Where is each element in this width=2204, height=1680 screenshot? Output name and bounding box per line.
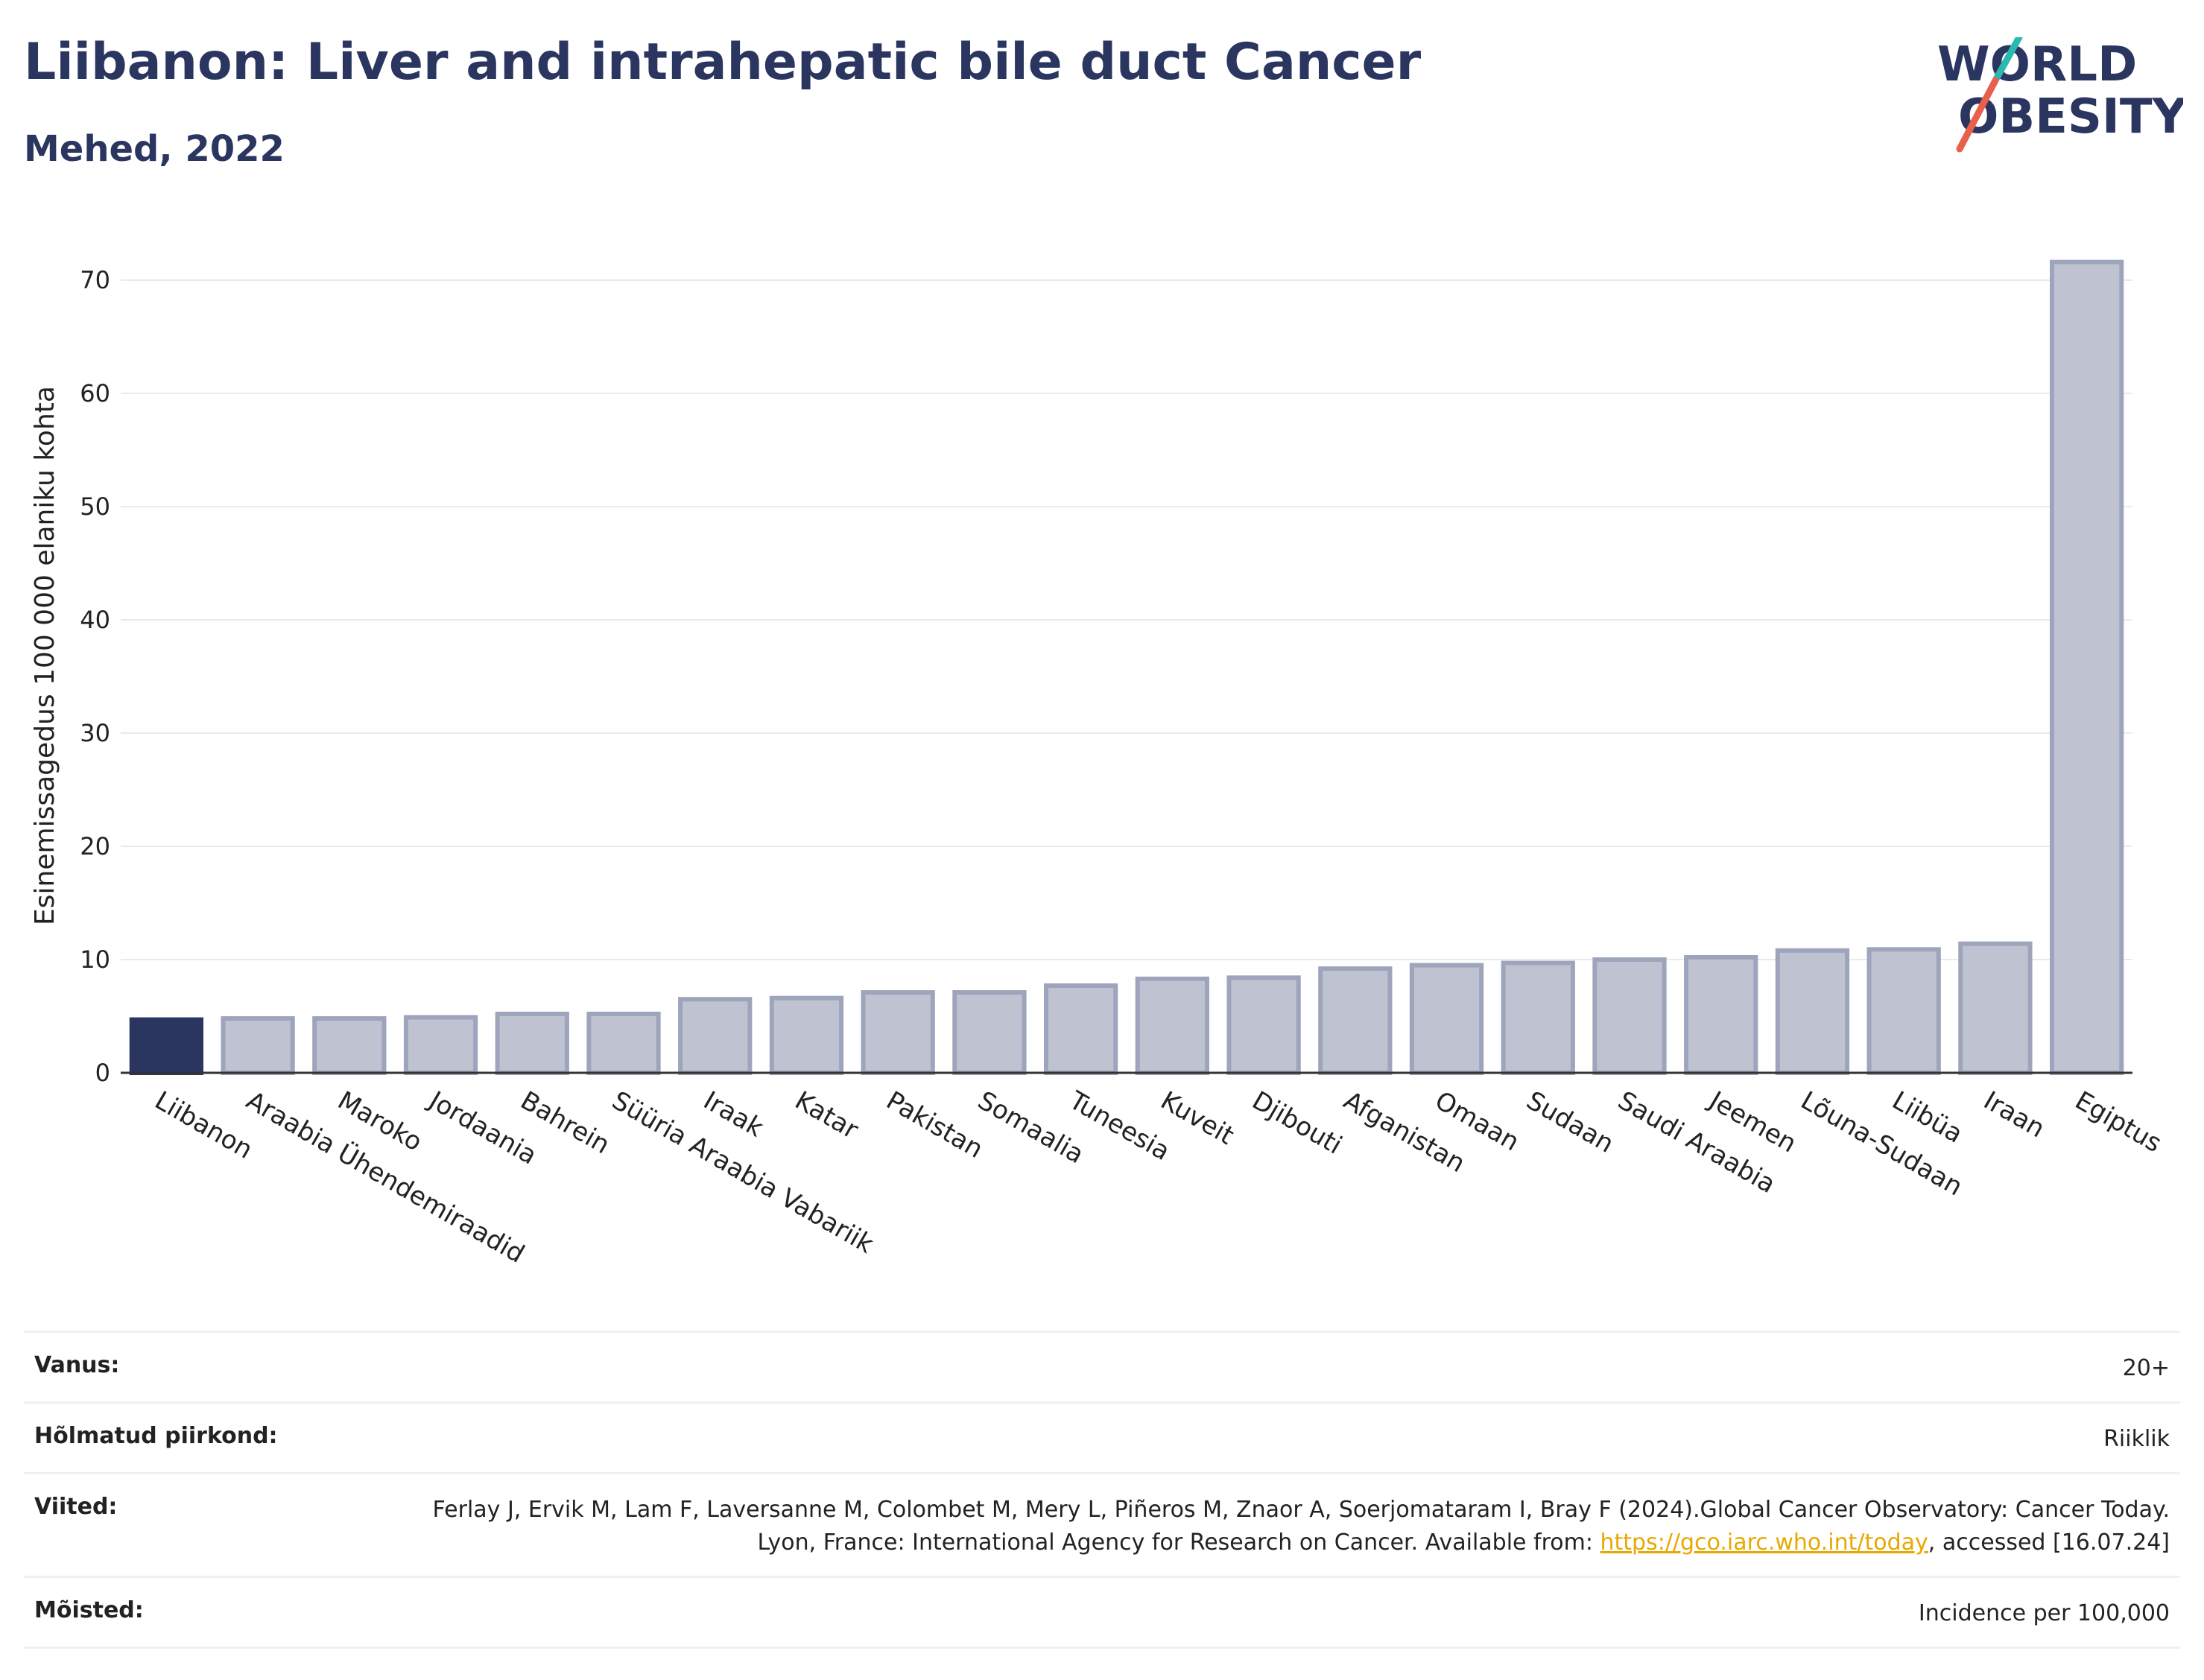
meta-row-age: Vanus: 20+: [24, 1331, 2180, 1401]
meta-row-references: Viited: Ferlay J, Ervik M, Lam F, Lavers…: [24, 1472, 2180, 1576]
chart-title: Liibanon: Liver and intrahepatic bile du…: [24, 33, 1422, 92]
x-tick-label: Sudaan: [1521, 1085, 1619, 1159]
bar-chart: 0 10 20 30 40 50 60 70 Esinemissagedus 100 000 e…: [30, 259, 2167, 1269]
meta-label: Viited:: [34, 1494, 118, 1520]
bar-kuveit[interactable]: [1135, 976, 1210, 1075]
meta-label: Mõisted:: [34, 1597, 144, 1623]
y-tick-label: 60: [80, 379, 110, 408]
meta-row-coverage: Hõlmatud piirkond: Riiklik: [24, 1401, 2180, 1472]
logo-teal-stroke: [1992, 37, 2023, 84]
bar-omaan[interactable]: [1409, 963, 1484, 1075]
bar-iraan[interactable]: [1958, 941, 2033, 1075]
y-tick-label: 50: [80, 492, 110, 521]
meta-label: Hõlmatud piirkond:: [34, 1423, 278, 1449]
x-tick-label: Liibanon: [150, 1085, 258, 1165]
reference-text: Ferlay J, Ervik M, Lam F, Laversanne M, …: [432, 1497, 2170, 1556]
x-tick-label: Lõuna-Sudaan: [1796, 1085, 1968, 1202]
y-axis-title: Esinemissagedus 100 000 elaniku kohta: [30, 386, 60, 925]
bar-jeemen[interactable]: [1684, 954, 1758, 1075]
bar-djibouti[interactable]: [1226, 975, 1301, 1075]
x-tick-label: Iraak: [698, 1085, 768, 1143]
bar-sudaan[interactable]: [1501, 960, 1575, 1076]
meta-row-definitions: Mõisted: Incidence per 100,000: [24, 1576, 2180, 1649]
bar-araabia-hendemiraadid[interactable]: [221, 1016, 295, 1076]
world-obesity-logo: WORLD OBESITY: [1937, 37, 2183, 153]
reference-accessed: , accessed [16.07.24]: [1928, 1530, 2170, 1556]
bar-jordaania[interactable]: [403, 1015, 478, 1076]
bar-iraak[interactable]: [678, 997, 753, 1075]
bar-l-una-sudaan[interactable]: [1775, 948, 1850, 1075]
meta-value: Ferlay J, Ervik M, Lam F, Laversanne M, …: [381, 1494, 2170, 1559]
x-tick-label: Saudi Araabia: [1613, 1085, 1781, 1199]
logo-line1: WORLD: [1937, 37, 2137, 92]
logo-red-stroke: [1956, 77, 1999, 153]
x-tick-label: Iraan: [1978, 1085, 2050, 1144]
bar-tuneesia[interactable]: [1044, 983, 1118, 1075]
meta-value: Incidence per 100,000: [1918, 1600, 2170, 1626]
bar-pakistan[interactable]: [861, 990, 935, 1075]
chart-subtitle: Mehed, 2022: [24, 128, 285, 170]
x-tick-label: Djibouti: [1247, 1085, 1347, 1161]
y-tick-label: 0: [95, 1059, 110, 1087]
bar-bahrein[interactable]: [495, 1011, 569, 1075]
bar-liibanon[interactable]: [129, 1017, 204, 1076]
y-tick-label: 40: [80, 606, 110, 634]
y-tick-label: 30: [80, 719, 110, 747]
bar-liib-a[interactable]: [1866, 947, 1941, 1075]
logo-line2: OBESITY: [1958, 89, 2183, 145]
metadata-table: Vanus: 20+ Hõlmatud piirkond: Riiklik Vi…: [24, 1331, 2180, 1649]
bar-somaalia[interactable]: [952, 990, 1027, 1075]
x-tick-label: Pakistan: [881, 1085, 988, 1164]
reference-link[interactable]: https://gco.iarc.who.int/today: [1600, 1530, 1928, 1556]
bar-egiptus[interactable]: [2050, 259, 2124, 1075]
meta-value: Riiklik: [2103, 1426, 2170, 1452]
bar-afganistan[interactable]: [1318, 966, 1393, 1076]
x-tick-label: Katar: [790, 1085, 864, 1145]
y-tick-label: 70: [80, 266, 110, 294]
x-tick-label: Egiptus: [2070, 1085, 2167, 1158]
y-tick-label: 10: [80, 945, 110, 974]
bar-maroko[interactable]: [312, 1016, 387, 1076]
bar-katar[interactable]: [769, 995, 844, 1076]
meta-label: Vanus:: [34, 1352, 120, 1378]
bar-saudi-araabia[interactable]: [1592, 957, 1667, 1075]
meta-value: 20+: [2122, 1355, 2170, 1381]
bar-s-ria-araabia-vabariik[interactable]: [586, 1011, 661, 1075]
y-tick-label: 20: [80, 832, 110, 860]
